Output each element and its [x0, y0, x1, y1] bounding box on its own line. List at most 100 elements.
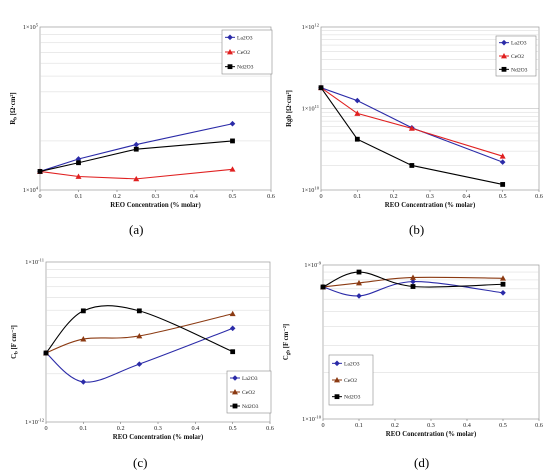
legend-swatch-marker [232, 403, 238, 409]
y-tick-label: 1×104 [23, 186, 39, 195]
chart-panel-a: 1×104 1×105 0 0.1 0.2 0.3 0.4 0.5 0.6 REO Concent… [10, 23, 275, 210]
legend-swatch-marker [232, 389, 238, 395]
y-tick-label: 1×105 [23, 23, 39, 32]
caption-b: (b) [409, 222, 425, 237]
data-point [75, 173, 82, 179]
y-tick-label: 1×10-10 [302, 415, 322, 424]
x-tick-label: 0.1 [353, 193, 361, 200]
y-tick-label: 1×10-12 [25, 418, 45, 427]
data-point [500, 289, 506, 296]
series-line [322, 276, 504, 288]
series-line [39, 140, 233, 172]
data-point [229, 120, 236, 127]
x-tick-label: 0.1 [79, 425, 87, 432]
x-tick-label: 0.3 [154, 425, 162, 432]
data-point [499, 153, 506, 159]
x-axis-label: REO Concentration (% molar) [113, 434, 203, 441]
x-tick-label: 0.5 [229, 193, 237, 200]
data-point [229, 310, 236, 317]
x-tick-label: 0.5 [499, 193, 507, 200]
legend: La2O3 CeO2 Nd2O3 [495, 35, 537, 77]
y-tick-label: 1×1012 [302, 23, 320, 32]
legend-swatch-marker [501, 39, 507, 46]
series-line [45, 327, 233, 383]
data-point [500, 281, 506, 287]
legend-swatch-marker [334, 360, 340, 367]
y-axis-label: Cb [F cm⁻²] [11, 325, 20, 359]
data-point [354, 110, 361, 116]
series-La2O3 [37, 120, 236, 175]
data-point [80, 336, 87, 342]
x-tick-label: 0.3 [426, 193, 434, 200]
series-line [39, 123, 233, 172]
x-tick-label: 0.4 [191, 425, 199, 432]
x-tick-label: 0.2 [390, 193, 398, 200]
legend-swatch-marker [501, 53, 507, 59]
x-tick-label: 0.4 [463, 422, 471, 429]
data-point [133, 175, 140, 182]
legend-swatch-marker [227, 34, 233, 41]
series-Nd2O3 [37, 138, 235, 174]
x-axis-label: REO Concentration (% molar) [386, 431, 476, 438]
y-tick-label: 1×10-9 [304, 261, 321, 270]
legend-entry: La2O3 [242, 376, 258, 382]
legend-swatch-marker [334, 377, 340, 383]
data-point [410, 284, 416, 289]
data-point [500, 275, 506, 281]
caption-c: (c) [133, 455, 148, 470]
legend-entry: CeO2 [344, 378, 357, 384]
x-tick-label: 0 [38, 193, 41, 200]
data-point [136, 332, 143, 339]
series-line [322, 281, 504, 297]
x-tick-label: 0 [321, 422, 324, 429]
x-tick-label: 0.1 [75, 193, 83, 200]
data-point [409, 163, 415, 168]
data-point [356, 293, 362, 299]
legend-entry: CeO2 [242, 390, 255, 396]
y-axis-label: Rgb [Ω·cm²] [286, 90, 293, 127]
chart-panel-c: 1×10-12 1×10-11 0 0.1 0.2 0.3 0.4 0.5 0.6 REO Con… [11, 258, 274, 442]
legend-swatch-marker [227, 49, 233, 55]
x-tick-label: 0.6 [267, 193, 275, 200]
x-axis-label: REO Concentration (% molar) [110, 202, 200, 209]
x-tick-label: 0 [319, 193, 322, 200]
x-tick-label: 0.5 [229, 425, 237, 432]
x-tick-label: 0 [44, 425, 47, 432]
legend: La2O3 CeO2 Nd2O3 [226, 370, 272, 414]
legend: La2O3 CeO2 Nd2O3 [221, 29, 273, 75]
legend-entry: Nd2O3 [237, 65, 254, 71]
data-point [136, 308, 142, 314]
data-point [320, 284, 326, 290]
series-line [320, 87, 503, 157]
y-axis-label: Rb [Ω·cm²] [10, 92, 19, 124]
data-point [136, 361, 143, 367]
series-line [320, 87, 503, 163]
data-point [133, 141, 140, 148]
x-tick-label: 0.4 [190, 193, 198, 200]
series-Nd2O3 [318, 85, 506, 187]
x-tick-label: 0.5 [499, 422, 507, 429]
x-tick-label: 0.2 [391, 422, 399, 429]
legend-entry: Nd2O3 [511, 67, 528, 73]
series-line [45, 313, 233, 354]
series-line [39, 168, 233, 180]
chart-panel-d: 1×10-10 1×10-9 0 0.1 0.2 0.3 0.4 0.5 0.6 REO Conc… [283, 261, 543, 439]
series-line [45, 305, 233, 354]
data-point [354, 136, 360, 142]
data-point [80, 308, 86, 314]
data-point [43, 350, 49, 356]
data-point [80, 379, 87, 385]
x-axis-label: REO Concentration (% molar) [385, 202, 475, 209]
series-CeO2 [318, 84, 506, 159]
legend-entry: CeO2 [511, 54, 524, 60]
data-point [76, 160, 81, 166]
data-point [318, 85, 324, 91]
x-tick-label: 0.6 [535, 422, 543, 429]
y-tick-label: 1×10-11 [25, 258, 44, 267]
x-tick-label: 0.3 [427, 422, 435, 429]
legend-entry: La2O3 [237, 35, 253, 41]
data-point [356, 279, 362, 286]
data-point [356, 269, 362, 275]
legend-swatch-marker [501, 66, 507, 72]
